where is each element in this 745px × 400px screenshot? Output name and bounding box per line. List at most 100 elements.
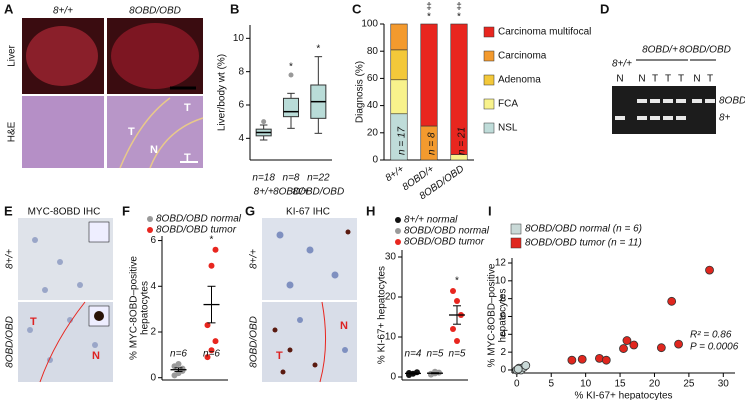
point	[567, 355, 577, 365]
y-axis-label: % MYC-8OBD–positive	[487, 263, 498, 367]
lane-label: T	[678, 74, 684, 85]
nuclei	[27, 237, 98, 363]
n-label: n=6	[170, 349, 187, 360]
legend-swatch	[483, 74, 495, 86]
x-tick-label: 25	[683, 379, 695, 390]
liver-photo	[26, 26, 98, 86]
n-label: n=18	[252, 173, 275, 184]
tumor-border	[39, 301, 86, 383]
x-tick-label: 8+/+	[254, 187, 274, 198]
y-tick-label: 60	[367, 73, 379, 84]
significance: *	[457, 12, 461, 23]
legend-label: Carcinoma	[498, 51, 547, 62]
y-tick-label: 100	[361, 19, 378, 30]
point	[667, 296, 677, 306]
outlier	[261, 119, 267, 125]
x-tick-label: 15	[614, 379, 626, 390]
region-label: T	[184, 152, 191, 164]
region-label: N	[340, 320, 348, 332]
n-label: n=5	[427, 349, 444, 360]
bar-segment	[390, 23, 408, 51]
y-axis-label: % KI-67+ hepatocytes	[377, 266, 388, 364]
y-tick-label: 2	[150, 327, 156, 338]
y-tick-label: 8	[238, 66, 244, 77]
y-tick-label: 0	[372, 155, 378, 166]
panel-letter: I	[488, 203, 492, 218]
row-label: 8+/+	[5, 249, 16, 269]
nuclei	[276, 231, 348, 353]
annotation: P = 0.0006	[690, 342, 739, 353]
point	[175, 361, 182, 367]
y-tick-label: 10	[495, 275, 507, 286]
group-label: 8OBD/+	[642, 45, 678, 56]
lane-label: T	[652, 74, 658, 85]
y-axis-label: % MYC-8OBD–positive	[129, 256, 140, 360]
legend-marker	[395, 228, 401, 234]
legend-marker	[395, 217, 401, 223]
y-tick-label: 20	[367, 127, 379, 138]
band-label: 8OBD	[719, 96, 745, 107]
lane-label: N	[638, 74, 645, 85]
y-tick-label: 12	[495, 258, 507, 269]
legend-label: Carcinoma multifocal	[498, 27, 591, 38]
legend-swatch	[483, 50, 495, 62]
panel-letter: A	[4, 1, 14, 16]
bar-segment	[420, 23, 438, 127]
tumor-border	[319, 301, 327, 383]
y-tick-label: 0	[390, 372, 396, 383]
bar-segment	[450, 23, 468, 155]
point	[450, 288, 456, 294]
x-tick-label: 0	[514, 379, 520, 390]
panel-letter: C	[352, 1, 362, 16]
legend-label: 8+/+ normal	[404, 215, 458, 226]
column-label: 8+/+	[53, 6, 73, 17]
point	[212, 338, 219, 345]
n-label: n=5	[449, 349, 466, 360]
n-label: n=4	[405, 349, 422, 360]
group-label: 8OBD/OBD	[679, 45, 731, 56]
row-label: Liver	[7, 44, 18, 66]
significance: *	[210, 234, 214, 245]
legend-swatch	[483, 98, 495, 110]
box	[282, 97, 300, 118]
region-label: T	[276, 350, 283, 362]
point	[454, 298, 460, 304]
bar-segment	[390, 49, 408, 81]
y-tick-label: 10	[233, 33, 245, 44]
point	[601, 355, 611, 365]
legend-label: Adenoma	[498, 75, 541, 86]
panel-letter: E	[4, 203, 13, 218]
y-tick-label: 40	[367, 100, 379, 111]
legend-swatch	[483, 26, 495, 38]
lane-label: T	[665, 74, 671, 85]
point	[674, 339, 683, 349]
y-tick-label: 4	[500, 329, 506, 340]
n-label: n=22	[307, 173, 330, 184]
n-label: n=8	[283, 173, 300, 184]
y-axis-label: Diagnosis (%)	[355, 61, 366, 123]
gel-bands	[615, 99, 715, 120]
legend-swatch	[483, 122, 495, 134]
legend-label: NSL	[498, 123, 518, 134]
n-label: n = 21	[457, 127, 468, 155]
y-tick-label: 80	[367, 46, 379, 57]
point	[204, 354, 211, 361]
significance: *	[427, 12, 431, 23]
lane-label: N	[616, 74, 623, 85]
y-tick-label: 20	[385, 292, 397, 303]
y-tick-label: 6	[150, 235, 156, 246]
y-tick-label: 4	[238, 133, 244, 144]
panel-letter: B	[230, 1, 239, 16]
legend-label: 8OBD/OBD tumor	[156, 225, 237, 236]
nucleus	[94, 311, 104, 321]
panel-title: KI-67 IHC	[286, 207, 330, 218]
tumor-border	[119, 97, 204, 169]
y-tick-label: 2	[500, 347, 506, 358]
point	[629, 340, 639, 350]
region-label: T	[128, 126, 135, 138]
point	[705, 265, 714, 275]
legend-marker	[147, 227, 153, 233]
ihc-photo	[262, 302, 357, 382]
